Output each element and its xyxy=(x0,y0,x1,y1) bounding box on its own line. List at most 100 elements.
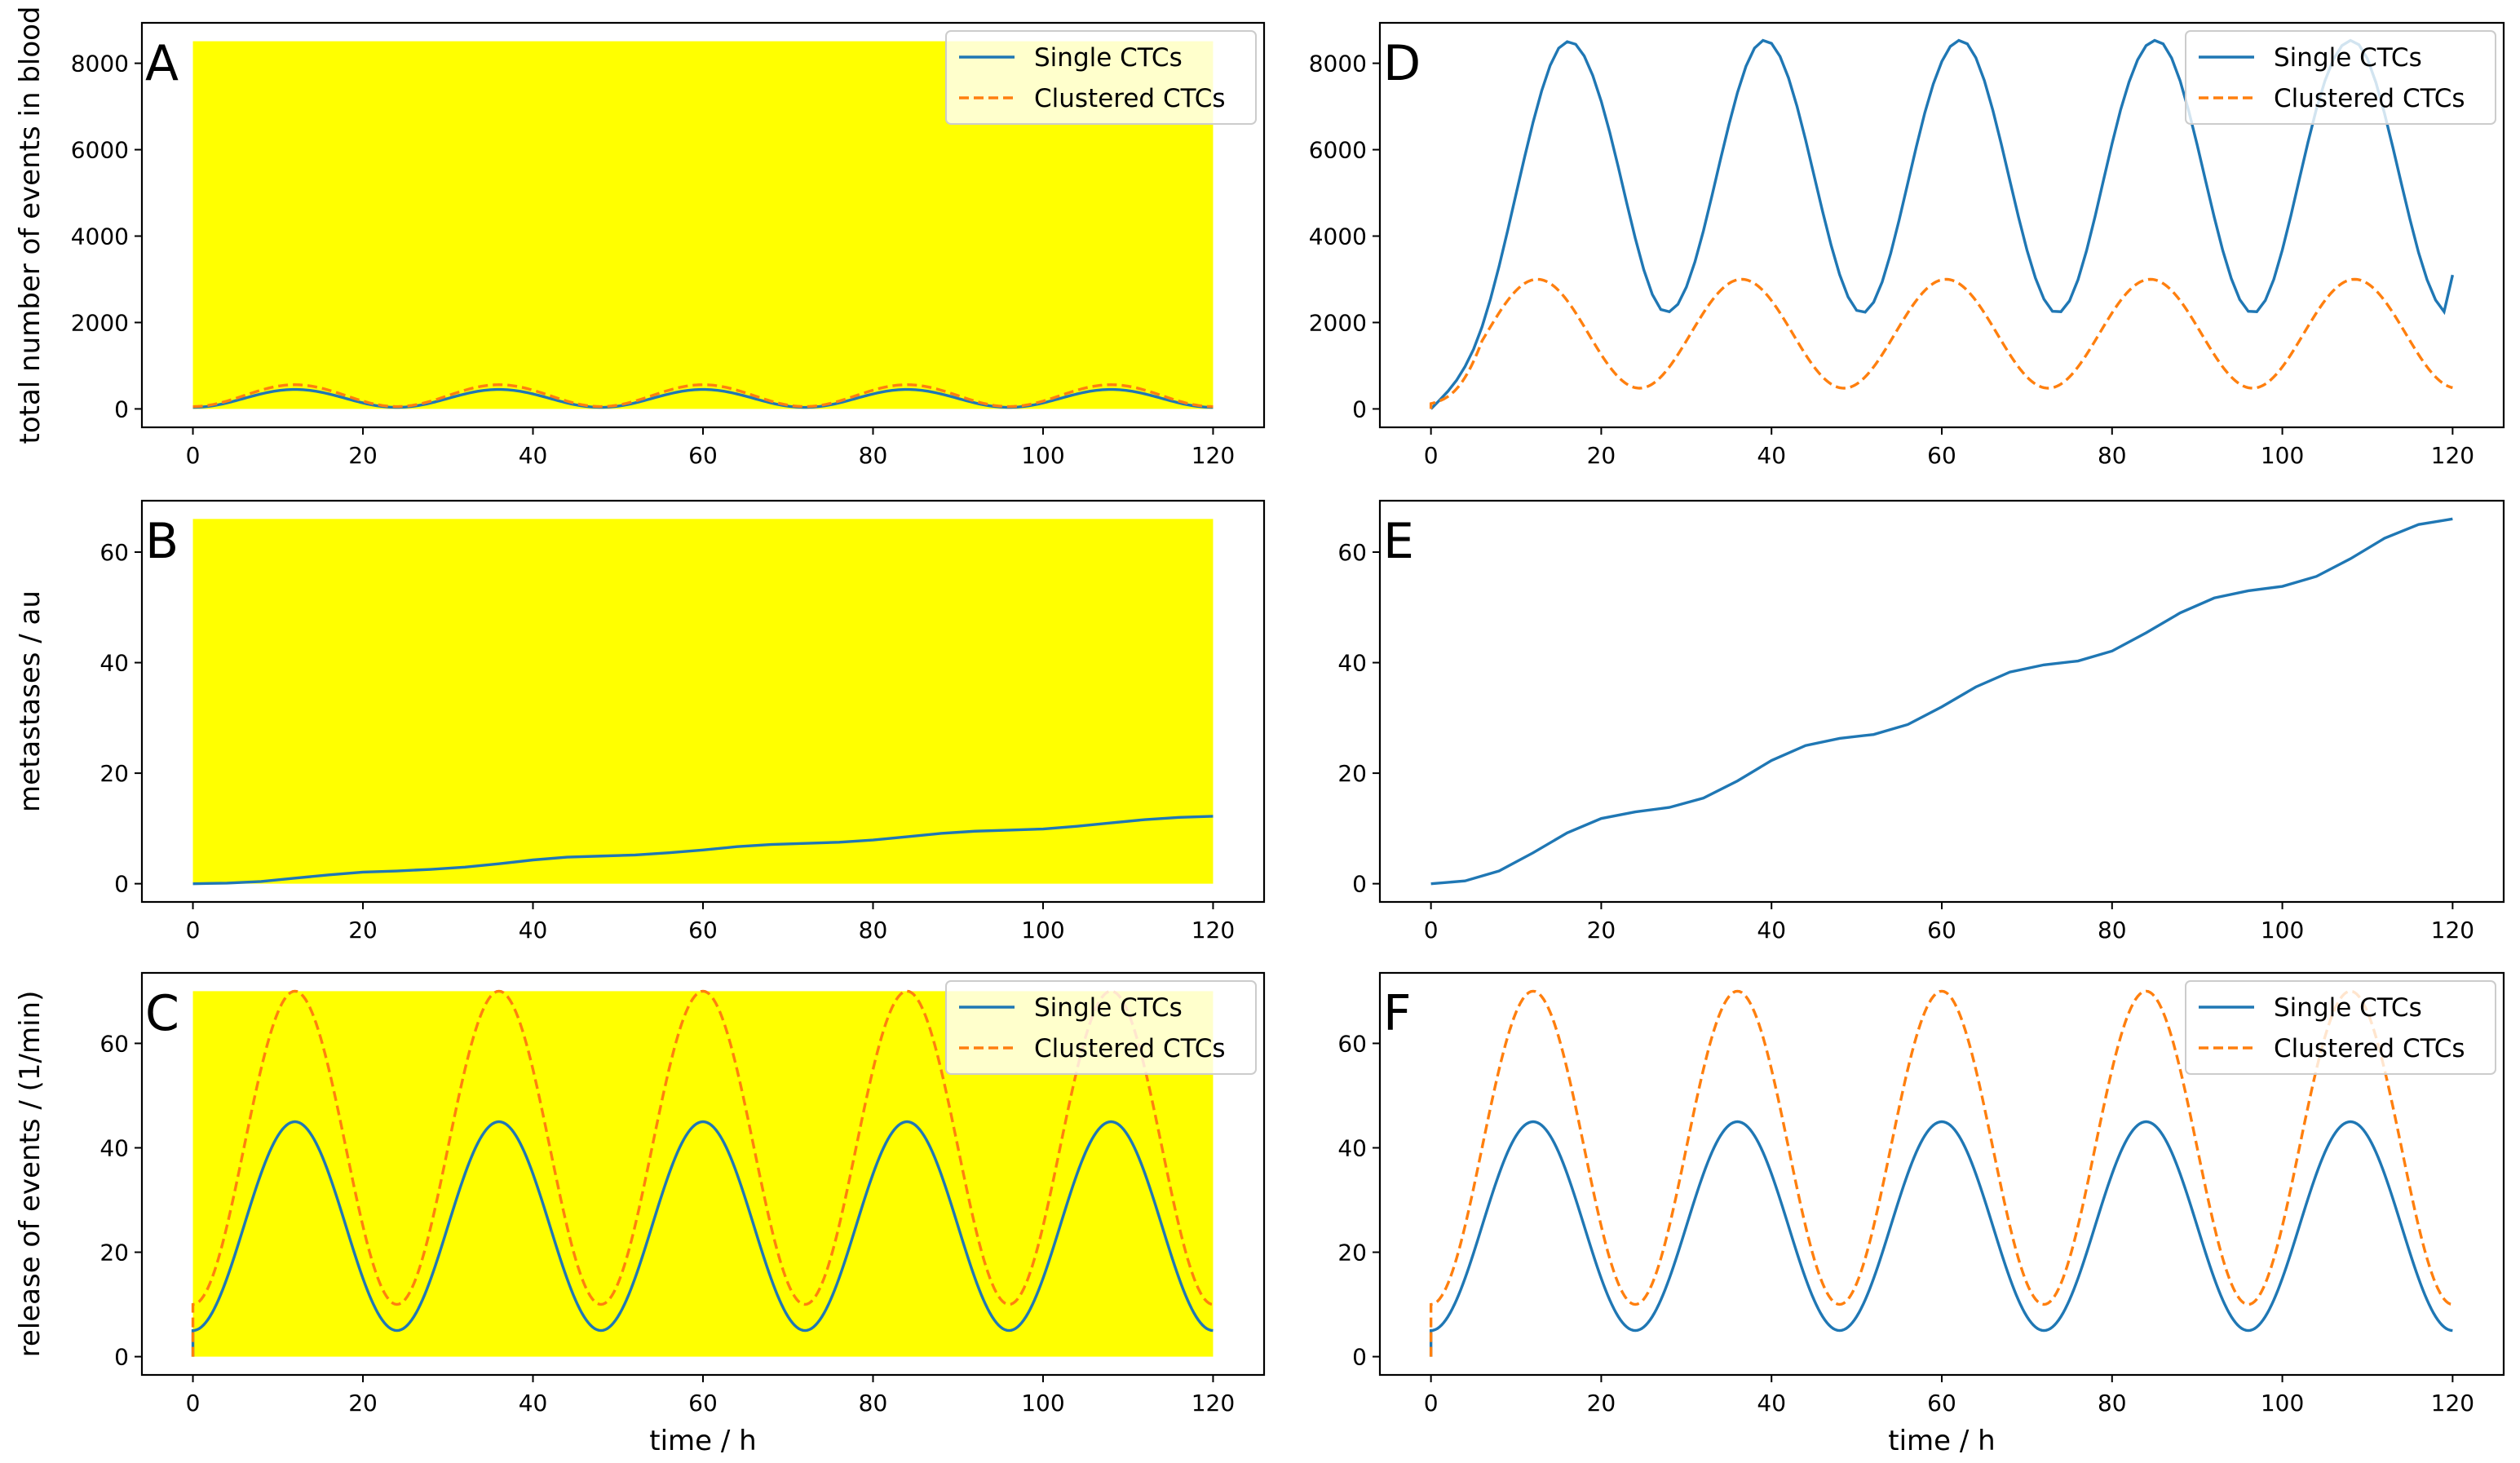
series-line-clustered-ctcs xyxy=(1429,277,2453,409)
x-tick-label: 80 xyxy=(2098,917,2127,944)
x-tick-label: 60 xyxy=(1927,442,1956,469)
x-tick-label: 40 xyxy=(519,1390,548,1417)
legend-label: Clustered CTCs xyxy=(1034,1034,1226,1063)
x-tick-label: 80 xyxy=(859,442,888,469)
y-axis-label: release of events / (1/min) xyxy=(14,991,46,1358)
panel-letter: F xyxy=(1383,985,1412,1042)
x-tick-label: 100 xyxy=(2261,917,2304,944)
highlight-region xyxy=(192,519,1214,884)
x-tick-label: 100 xyxy=(1021,917,1064,944)
y-tick-label: 0 xyxy=(1352,396,1367,422)
y-tick-label: 0 xyxy=(114,871,129,898)
legend-label: Clustered CTCs xyxy=(1034,84,1226,113)
y-tick-label: 6000 xyxy=(1309,137,1367,164)
panel-letter: E xyxy=(1383,513,1414,570)
x-tick-label: 60 xyxy=(688,442,718,469)
series-line-single-ctcs xyxy=(192,387,1214,409)
x-tick-label: 120 xyxy=(2431,917,2474,944)
x-tick-label: 40 xyxy=(519,442,548,469)
x-tick-label: 80 xyxy=(2098,1390,2127,1417)
y-tick-label: 8000 xyxy=(1309,51,1367,77)
x-tick-label: 80 xyxy=(859,917,888,944)
panel-e: 0 20 40 60 80 100 120 0 20 40 60 E xyxy=(1337,499,2505,944)
y-tick-label: 0 xyxy=(114,1344,129,1371)
x-tick-label: 20 xyxy=(1587,917,1616,944)
x-tick-label: 40 xyxy=(1757,1390,1786,1417)
legend-label: Single CTCs xyxy=(2274,993,2422,1023)
x-tick-label: 40 xyxy=(1757,917,1786,944)
y-tick-label: 60 xyxy=(1337,1030,1367,1057)
x-tick-label: 120 xyxy=(1191,1390,1235,1417)
x-tick-label: 80 xyxy=(859,1390,888,1417)
y-tick-label: 4000 xyxy=(1309,223,1367,250)
x-tick-label: 20 xyxy=(1587,1390,1616,1417)
x-tick-label: 20 xyxy=(348,917,378,944)
series-line-single-ctcs xyxy=(1430,517,2453,886)
x-tick-label: 80 xyxy=(2098,442,2127,469)
y-tick-label: 60 xyxy=(99,539,129,566)
panel-letter: C xyxy=(145,985,179,1042)
series-line-clustered-ctcs xyxy=(1429,989,2453,1357)
y-tick-label: 20 xyxy=(1337,760,1367,787)
y-tick-label: 40 xyxy=(1337,650,1367,677)
x-tick-label: 40 xyxy=(519,917,548,944)
y-tick-label: 20 xyxy=(99,760,129,787)
x-tick-label: 60 xyxy=(1927,1390,1956,1417)
x-tick-label: 20 xyxy=(1587,442,1616,469)
y-tick-label: 20 xyxy=(99,1240,129,1266)
panel-letter: D xyxy=(1383,35,1421,92)
x-tick-label: 0 xyxy=(1424,442,1439,469)
x-tick-label: 100 xyxy=(2261,442,2304,469)
legend-label: Single CTCs xyxy=(2274,43,2422,73)
x-tick-label: 120 xyxy=(1191,917,1235,944)
legend-label: Single CTCs xyxy=(1034,993,1183,1023)
x-tick-label: 0 xyxy=(186,1390,201,1417)
x-tick-label: 20 xyxy=(348,1390,378,1417)
legend: Single CTCs Clustered CTCs xyxy=(2185,980,2496,1075)
series-line-single-ctcs xyxy=(191,1120,1214,1357)
series-line-clustered-ctcs xyxy=(191,989,1214,1357)
x-tick-label: 100 xyxy=(1021,1390,1064,1417)
x-tick-label: 100 xyxy=(1021,442,1064,469)
y-tick-label: 0 xyxy=(1352,871,1367,898)
y-axis-label: total number of events in blood xyxy=(14,6,46,444)
series-line-single-ctcs xyxy=(1430,38,2455,410)
x-tick-label: 120 xyxy=(2431,442,2474,469)
y-tick-label: 2000 xyxy=(71,309,129,336)
y-tick-label: 40 xyxy=(99,650,129,677)
x-tick-label: 0 xyxy=(1424,1390,1439,1417)
x-tick-label: 0 xyxy=(186,442,201,469)
series-line-single-ctcs xyxy=(1429,1120,2453,1357)
x-tick-label: 60 xyxy=(688,917,718,944)
y-tick-label: 40 xyxy=(99,1134,129,1161)
y-tick-label: 8000 xyxy=(71,51,129,77)
x-tick-label: 20 xyxy=(348,442,378,469)
y-axis-label: metastases / au xyxy=(14,590,46,812)
x-tick-label: 120 xyxy=(2431,1390,2474,1417)
legend: Single CTCs Clustered CTCs xyxy=(945,980,1257,1075)
y-tick-label: 40 xyxy=(1337,1134,1367,1161)
y-tick-label: 6000 xyxy=(71,137,129,164)
x-tick-label: 60 xyxy=(1927,917,1956,944)
y-tick-label: 20 xyxy=(1337,1240,1367,1266)
x-axis-label: time / h xyxy=(649,1425,756,1457)
x-tick-label: 40 xyxy=(1757,442,1786,469)
x-tick-label: 60 xyxy=(688,1390,718,1417)
y-tick-label: 60 xyxy=(99,1030,129,1057)
x-tick-label: 0 xyxy=(1424,917,1439,944)
series-line-clustered-ctcs xyxy=(192,383,1214,409)
y-tick-label: 4000 xyxy=(71,223,129,250)
x-axis-label: time / h xyxy=(1888,1425,1995,1457)
legend: Single CTCs Clustered CTCs xyxy=(945,30,1257,125)
x-tick-label: 100 xyxy=(2261,1390,2304,1417)
legend-label: Single CTCs xyxy=(1034,43,1183,73)
y-tick-label: 2000 xyxy=(1309,309,1367,336)
panel-d: 0 20 40 60 80 100 120 0 2000 4000 6000 8000 D Single … xyxy=(1309,21,2505,469)
axes-frame xyxy=(1378,499,2505,904)
x-tick-label: 0 xyxy=(186,917,201,944)
